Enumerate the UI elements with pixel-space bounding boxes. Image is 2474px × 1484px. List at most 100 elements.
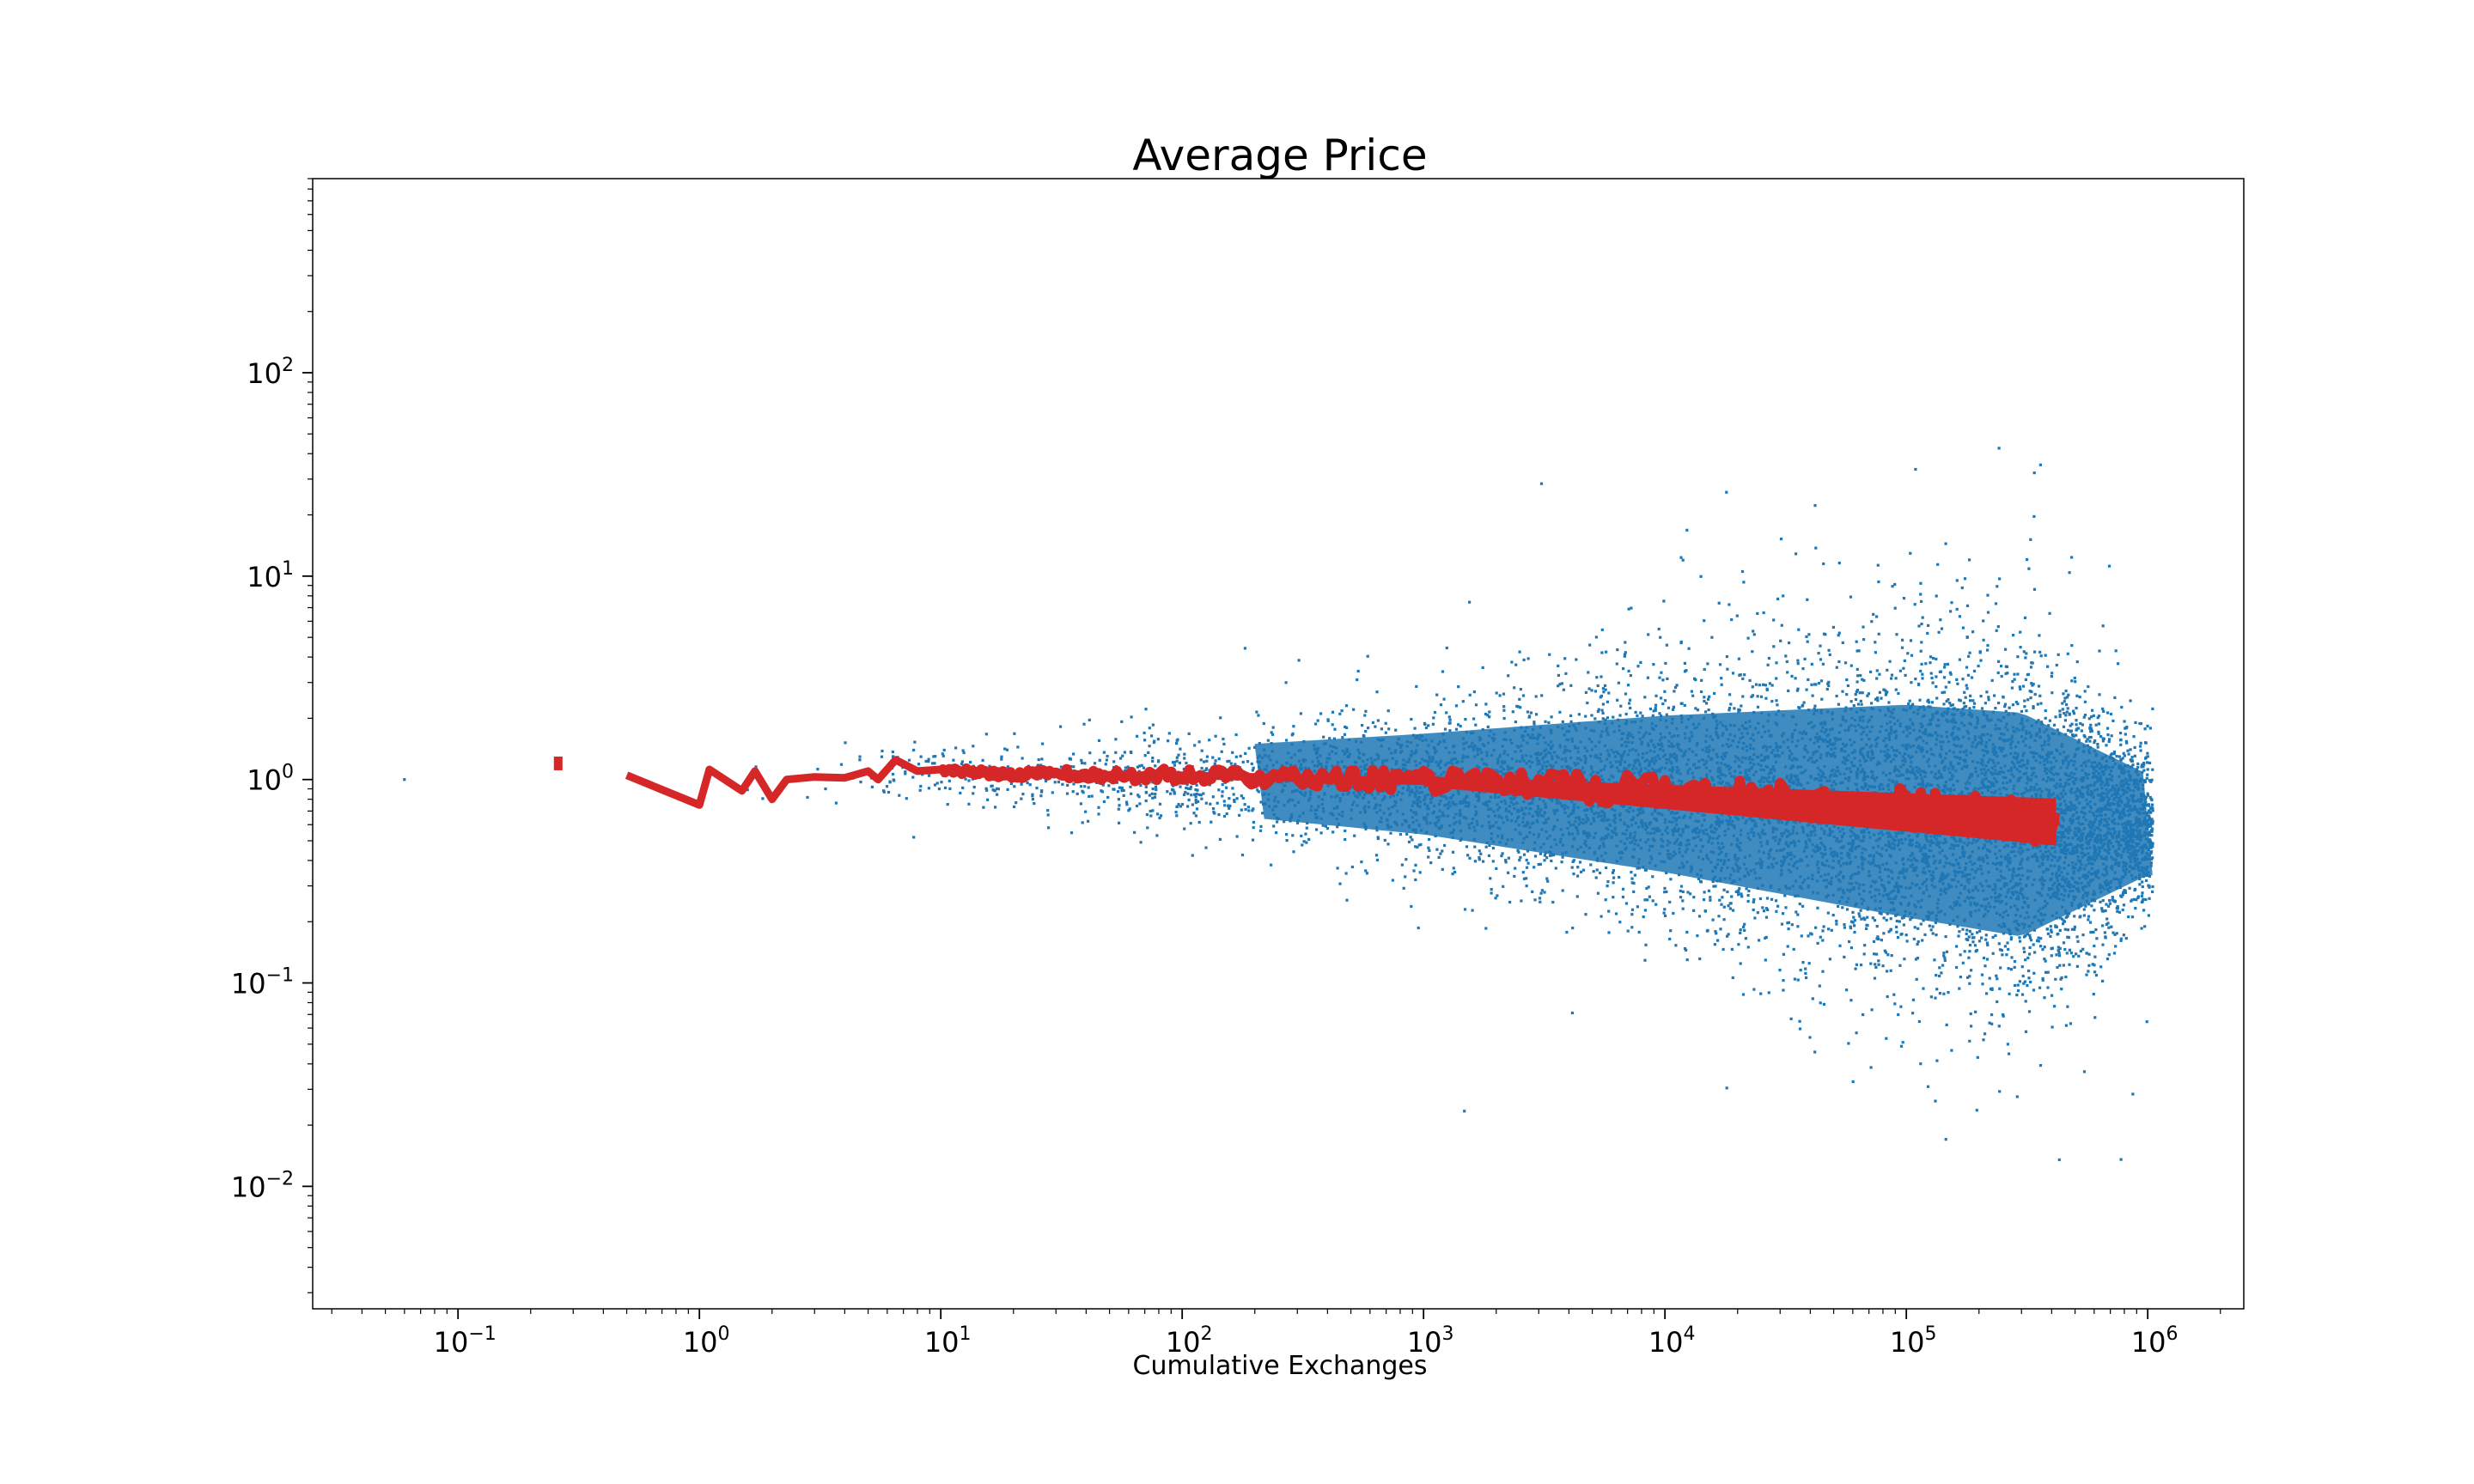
scatter-point xyxy=(1432,716,1435,720)
scatter-point xyxy=(1636,714,1639,717)
scatter-point xyxy=(1971,936,1974,940)
scatter-point xyxy=(2079,915,2082,918)
scatter-point xyxy=(2032,514,2036,518)
scatter-point xyxy=(1562,688,1565,691)
scatter-point xyxy=(1989,988,1993,991)
scatter-point xyxy=(2063,696,2067,700)
scatter-point xyxy=(2123,720,2126,723)
scatter-point xyxy=(1495,691,1498,695)
scatter-point xyxy=(2103,931,2106,934)
scatter-point xyxy=(1845,678,1849,682)
scatter-point xyxy=(1069,831,1074,835)
scatter-point xyxy=(1902,915,1905,919)
scatter-point xyxy=(2003,702,2008,706)
scatter-point xyxy=(1869,962,1873,965)
scatter-point xyxy=(1560,682,1563,685)
scatter-point xyxy=(1414,845,1417,848)
scatter-point xyxy=(911,775,915,779)
scatter-point xyxy=(1356,678,1359,682)
scatter-point xyxy=(2146,768,2149,771)
scatter-point xyxy=(403,778,406,782)
scatter-point xyxy=(1247,809,1251,812)
scatter-point xyxy=(1244,751,1247,755)
scatter-point xyxy=(1508,900,1512,904)
scatter-point xyxy=(2117,662,2120,666)
scatter-point xyxy=(2038,694,2042,697)
scatter-point xyxy=(972,785,976,789)
scatter-point xyxy=(1985,690,1989,694)
scatter-point xyxy=(2151,768,2154,771)
scatter-point xyxy=(2028,946,2032,949)
scatter-point xyxy=(1703,696,1706,699)
scatter-point xyxy=(2055,953,2058,957)
scatter-point xyxy=(1136,794,1140,797)
scatter-point xyxy=(1173,790,1176,794)
scatter-point xyxy=(2053,1005,2057,1008)
scatter-point xyxy=(2013,965,2016,969)
scatter-point xyxy=(1513,686,1516,690)
scatter-point xyxy=(2004,648,2008,651)
scatter-point xyxy=(1949,704,1953,708)
scatter-point xyxy=(1589,863,1593,867)
scatter-point xyxy=(2105,903,2108,906)
scatter-point xyxy=(2069,724,2072,727)
scatter-point xyxy=(1013,785,1016,788)
scatter-point xyxy=(1527,715,1531,719)
scatter-point xyxy=(1859,699,1862,702)
scatter-point xyxy=(1762,909,1766,913)
scatter-point xyxy=(1525,858,1528,862)
scatter-point xyxy=(2113,696,2117,699)
scatter-point xyxy=(1801,961,1805,964)
scatter-point xyxy=(1258,742,1261,745)
scatter-point xyxy=(1715,932,1718,935)
scatter-point xyxy=(2044,970,2048,974)
scatter-point xyxy=(2020,709,2023,713)
scatter-point xyxy=(1546,879,1550,883)
scatter-point xyxy=(2016,983,2020,987)
scatter-point xyxy=(1819,679,1824,683)
scatter-point xyxy=(1167,739,1170,743)
scatter-point xyxy=(1152,740,1155,745)
scatter-point xyxy=(1775,899,1778,903)
scatter-point xyxy=(2065,696,2069,699)
scatter-point xyxy=(1211,807,1216,811)
scatter-point xyxy=(904,772,907,775)
scatter-point xyxy=(1246,760,1250,763)
scatter-point xyxy=(1534,695,1538,698)
scatter-point xyxy=(1752,988,1756,991)
scatter-point xyxy=(2141,880,2144,884)
x-axis-label: Cumulative Exchanges xyxy=(1133,1351,1428,1381)
scatter-point xyxy=(1733,707,1736,710)
scatter-point xyxy=(1982,1038,1985,1042)
scatter-point xyxy=(2101,739,2105,743)
scatter-point xyxy=(2046,932,2050,935)
scatter-point xyxy=(2127,915,2130,919)
scatter-point xyxy=(1534,713,1539,716)
scatter-point xyxy=(1543,891,1546,894)
scatter-point xyxy=(1934,996,1937,1000)
scatter-point xyxy=(1947,991,1950,994)
scatter-point xyxy=(1491,860,1495,863)
scatter-point xyxy=(1725,655,1728,659)
scatter-point xyxy=(1822,925,1825,928)
scatter-point xyxy=(1874,651,1877,654)
scatter-point xyxy=(2076,940,2080,943)
scatter-point xyxy=(1782,979,1785,982)
scatter-point xyxy=(1197,793,1201,796)
scatter-point xyxy=(1945,699,1948,703)
scatter-point xyxy=(1234,755,1238,758)
scatter-point xyxy=(1711,918,1715,921)
scatter-point xyxy=(1855,688,1860,692)
scatter-point xyxy=(1965,938,1968,941)
scatter-point xyxy=(1917,1019,1921,1024)
scatter-point xyxy=(2075,733,2078,737)
scatter-point xyxy=(1627,669,1630,672)
scatter-point xyxy=(2135,898,2138,902)
scatter-point xyxy=(824,788,827,791)
scatter-point xyxy=(2096,745,2099,749)
scatter-point xyxy=(1862,1013,1865,1017)
scatter-point xyxy=(1935,675,1938,678)
scatter-point xyxy=(2020,965,2024,969)
scatter-point xyxy=(1845,908,1849,911)
scatter-point xyxy=(2093,909,2096,912)
